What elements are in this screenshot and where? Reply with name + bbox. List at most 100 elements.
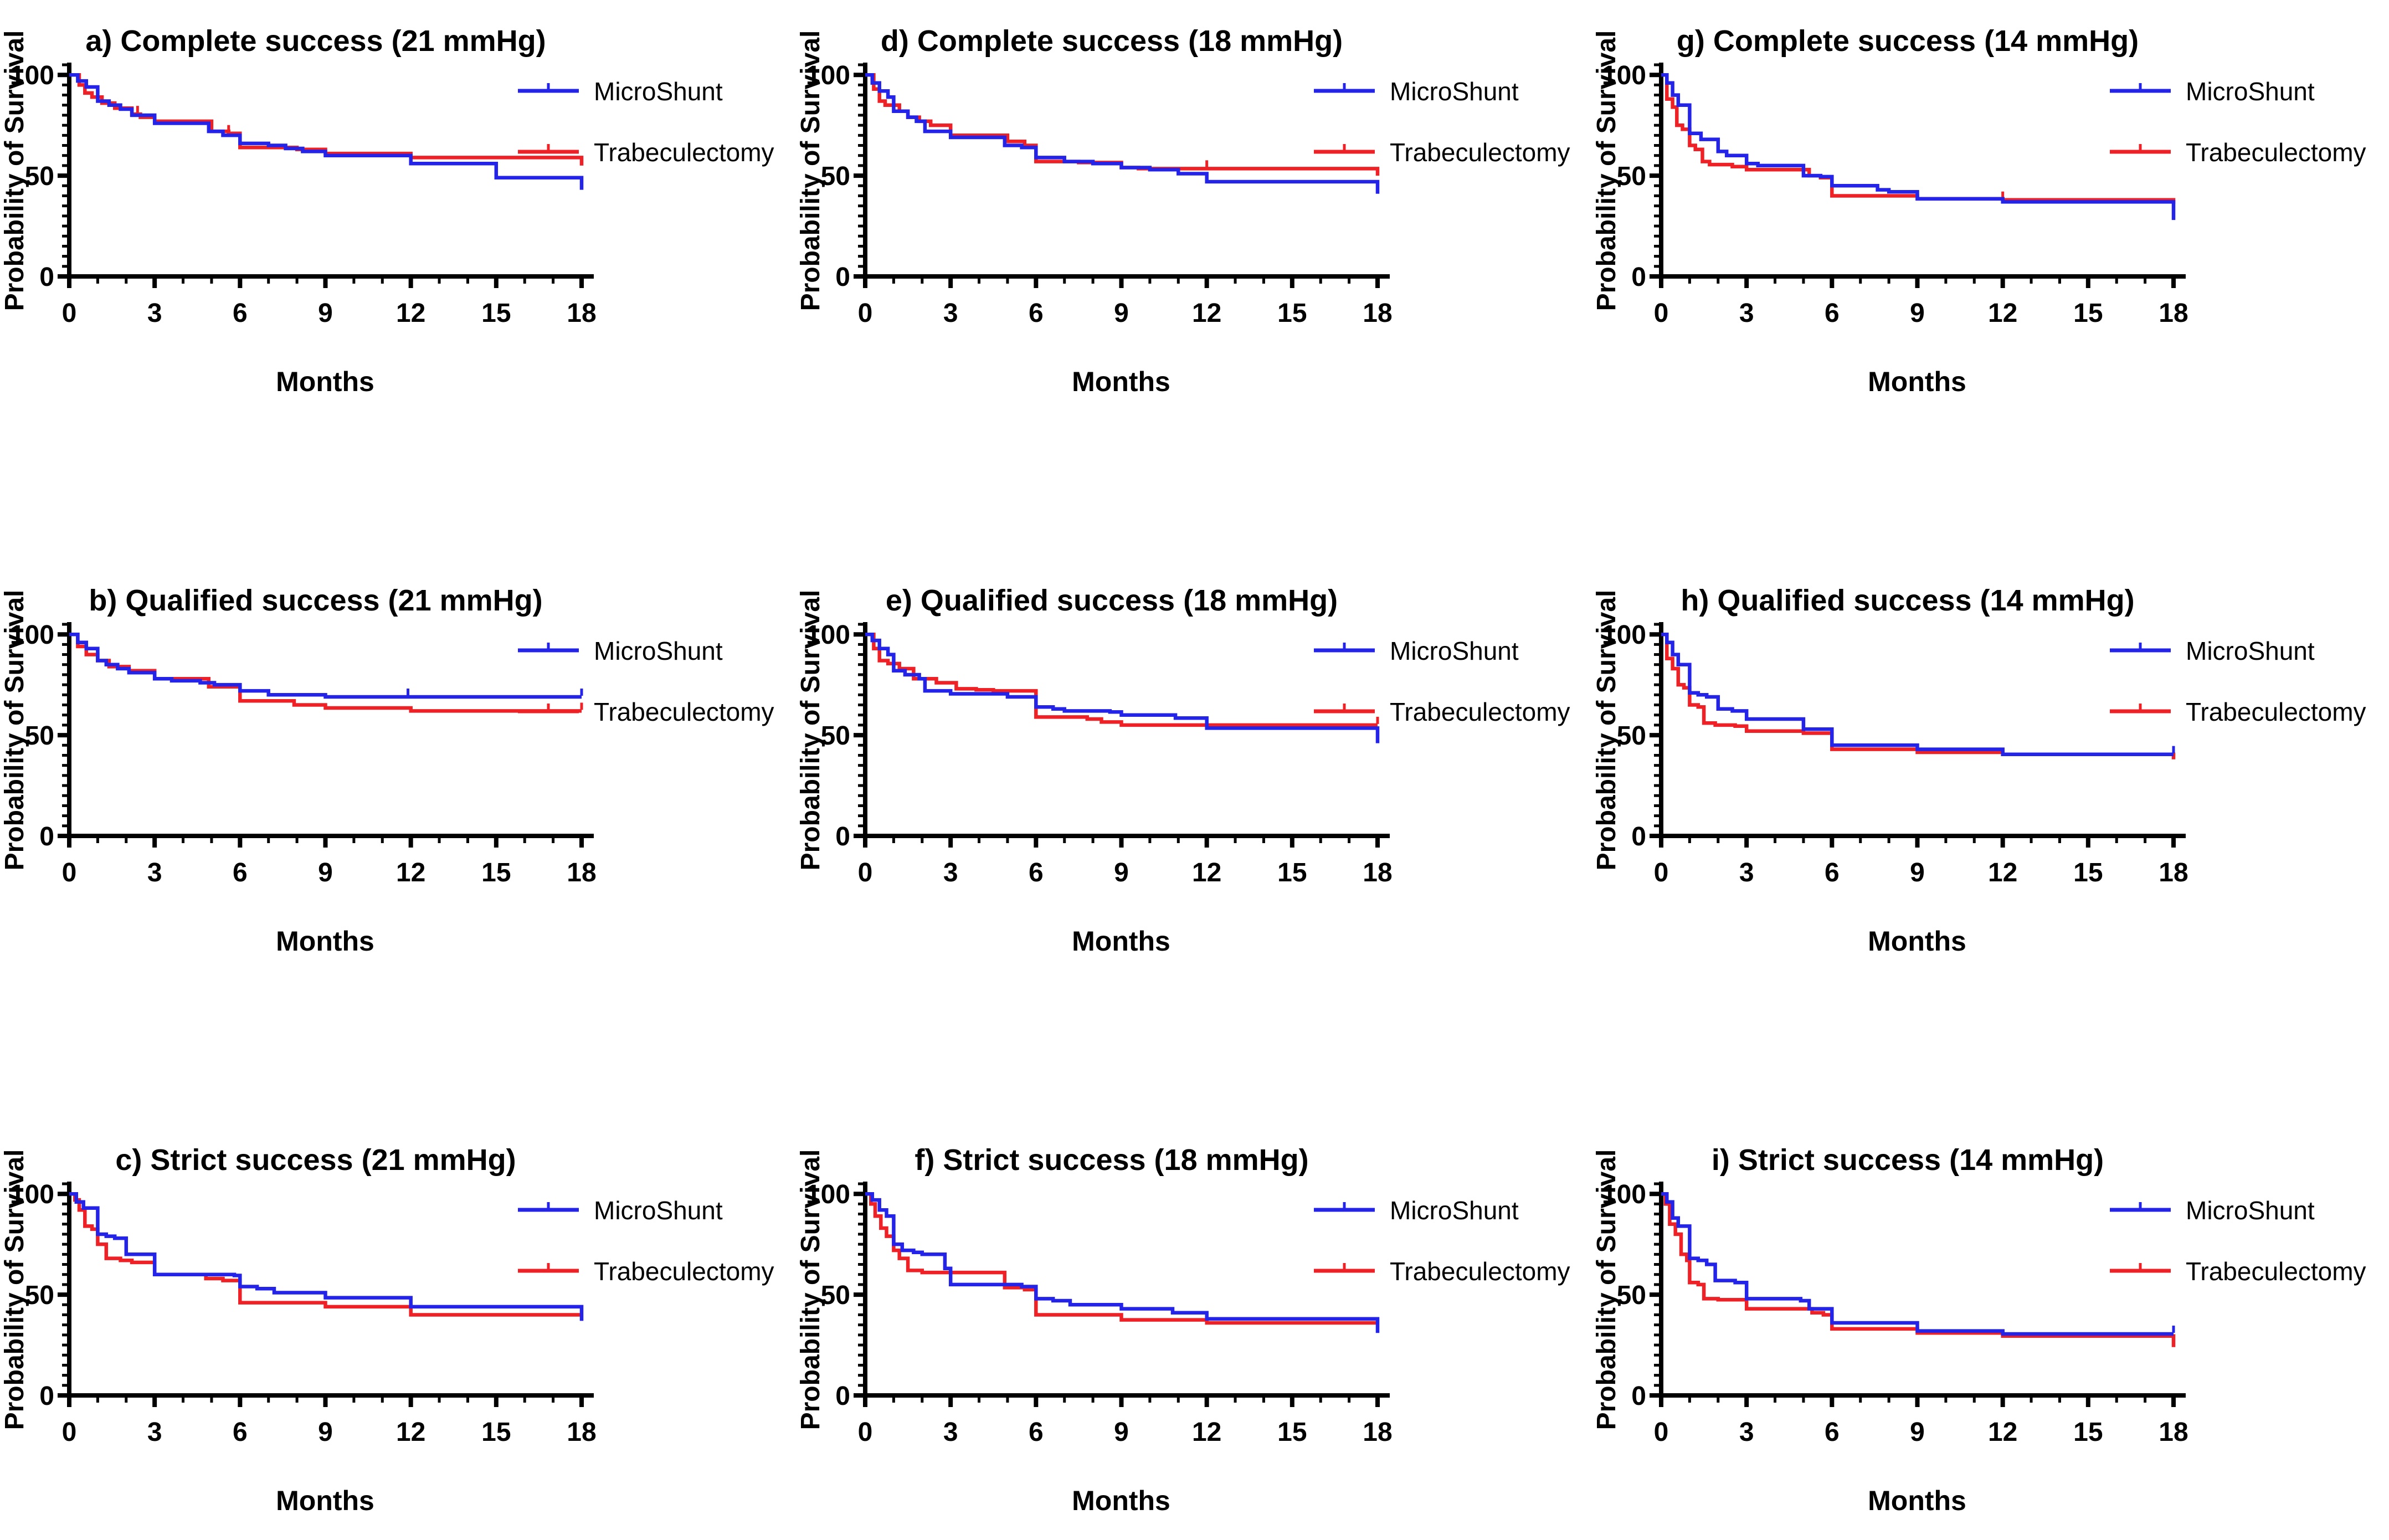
- panel-title: e) Qualified success (18 mmHg): [886, 584, 1338, 617]
- x-axis-label: Months: [1072, 366, 1170, 397]
- x-tick-label: 9: [1114, 299, 1129, 328]
- x-axis-label: Months: [1072, 926, 1170, 957]
- axes-frame: [67, 622, 594, 838]
- y-tick-label: 50: [821, 162, 850, 191]
- panel-d-complete-18: d) Complete success (18 mmHg) 0 50 100 0 3 6 9 1…: [796, 8, 1592, 404]
- legend-label: Trabeculectomy: [2186, 697, 2366, 726]
- panel-title: i) Strict success (14 mmHg): [1712, 1143, 2104, 1177]
- x-tick-label: 18: [567, 1418, 596, 1447]
- x-tick-label: 3: [1739, 858, 1754, 887]
- y-tick-label: 0: [1631, 822, 1646, 851]
- legend: MicroShunt Trabeculectomy: [2110, 1196, 2366, 1286]
- y-tick-label: 100: [10, 61, 54, 90]
- y-tick-label: 50: [1617, 162, 1646, 191]
- x-tick-label: 9: [1114, 858, 1129, 887]
- legend: MicroShunt Trabeculectomy: [518, 1196, 774, 1286]
- panel-c-strict-21: c) Strict success (21 mmHg) 0 50 100 0 3 6 9 12 1…: [0, 1127, 796, 1523]
- curve-microshunt: [69, 632, 582, 699]
- km-chart-g: g) Complete success (14 mmHg) 0 50 100 0 3 6 9 1…: [1592, 24, 2366, 397]
- x-tick-label: 12: [1988, 1418, 2017, 1447]
- panel-e-qualified-18: e) Qualified success (18 mmHg) 0 50 100 0 3 6 9…: [796, 567, 1592, 963]
- legend-item-trabeculectomy: Trabeculectomy: [1314, 1257, 1570, 1286]
- legend: MicroShunt Trabeculectomy: [1314, 1196, 1570, 1286]
- x-tick-label: 18: [567, 858, 596, 887]
- y-tick-labels: 0 50 100: [806, 1180, 850, 1411]
- y-tick-labels: 0 50 100: [806, 620, 850, 851]
- y-axis-label: Probability of Survival: [796, 1149, 825, 1430]
- legend: MicroShunt Trabeculectomy: [2110, 636, 2366, 726]
- curve-microshunt: [865, 73, 1380, 194]
- x-tick-label: 6: [1029, 858, 1044, 887]
- y-tick-label: 50: [1617, 1281, 1646, 1310]
- legend-item-trabeculectomy: Trabeculectomy: [2110, 697, 2366, 726]
- x-tick-label: 18: [1363, 1418, 1392, 1447]
- legend-label: MicroShunt: [594, 636, 723, 665]
- curve-trabeculectomy: [1661, 1192, 2176, 1347]
- legend: MicroShunt Trabeculectomy: [1314, 77, 1570, 167]
- y-tick-label: 50: [25, 1281, 54, 1310]
- km-chart-c: c) Strict success (21 mmHg) 0 50 100 0 3 6 9 12 1…: [0, 1143, 774, 1516]
- panel-b-qualified-21: b) Qualified success (21 mmHg) 0 50 100 0 3 6 9…: [0, 567, 796, 963]
- x-tick-label: 12: [1192, 1418, 1221, 1447]
- legend-label: Trabeculectomy: [2186, 138, 2366, 167]
- curve-microshunt: [1661, 632, 2174, 756]
- panel-f-strict-18: f) Strict success (18 mmHg) 0 50 100 0 3 6 9 12 1…: [796, 1127, 1592, 1523]
- x-tick-label: 12: [396, 858, 425, 887]
- x-tick-label: 15: [1277, 858, 1307, 887]
- y-tick-label: 50: [1617, 721, 1646, 751]
- y-tick-label: 100: [10, 620, 54, 650]
- axes-frame: [1659, 63, 2186, 279]
- y-tick-label: 100: [1602, 61, 1646, 90]
- x-tick-label: 0: [858, 858, 873, 887]
- y-axis-label: Probability of Survival: [1592, 30, 1621, 311]
- y-axis-label: Probability of Survival: [0, 30, 29, 311]
- x-tick-label: 12: [1988, 858, 2017, 887]
- y-tick-labels: 0 50 100: [10, 1180, 54, 1411]
- x-tick-label: 9: [318, 1418, 333, 1447]
- x-tick-label: 0: [62, 299, 77, 328]
- km-chart-e: e) Qualified success (18 mmHg) 0 50 100 0 3 6 9…: [796, 584, 1570, 957]
- x-axis-label: Months: [1072, 1485, 1170, 1516]
- legend: MicroShunt Trabeculectomy: [1314, 636, 1570, 726]
- y-tick-label: 100: [806, 1180, 850, 1209]
- km-chart-h: h) Qualified success (14 mmHg) 0 50 100 0 3 6 9…: [1592, 584, 2366, 957]
- x-tick-label: 9: [1910, 858, 1925, 887]
- legend-item-microshunt: MicroShunt: [2110, 636, 2315, 665]
- y-tick-label: 0: [39, 1382, 54, 1411]
- legend-item-microshunt: MicroShunt: [518, 1196, 723, 1225]
- x-tick-label: 15: [1277, 299, 1307, 328]
- x-tick-label: 6: [1825, 299, 1840, 328]
- x-tick-label: 6: [1825, 858, 1840, 887]
- x-tick-label: 3: [1739, 299, 1754, 328]
- x-tick-label: 9: [318, 299, 333, 328]
- y-tick-label: 100: [1602, 620, 1646, 650]
- curve-trabeculectomy: [865, 1192, 1378, 1325]
- legend-label: MicroShunt: [2186, 1196, 2315, 1225]
- panel-title: h) Qualified success (14 mmHg): [1681, 584, 2134, 617]
- axes-frame: [67, 63, 594, 279]
- panel-title: f) Strict success (18 mmHg): [915, 1143, 1308, 1177]
- x-tick-label: 6: [233, 1418, 248, 1447]
- y-tick-label: 0: [835, 822, 850, 851]
- x-tick-label: 15: [481, 858, 511, 887]
- x-axis-label: Months: [276, 366, 374, 397]
- legend-label: Trabeculectomy: [594, 697, 774, 726]
- x-tick-label: 0: [858, 299, 873, 328]
- x-tick-label: 0: [1654, 1418, 1669, 1447]
- x-tick-label: 3: [147, 299, 162, 328]
- x-tick-label: 3: [943, 299, 958, 328]
- x-tick-label: 3: [147, 1418, 162, 1447]
- km-chart-b: b) Qualified success (21 mmHg) 0 50 100 0 3 6 9…: [0, 584, 774, 957]
- legend-item-microshunt: MicroShunt: [518, 636, 723, 665]
- km-chart-a: a) Complete success (21 mmHg) 0 50 100 0 3 6 9 1…: [0, 24, 774, 397]
- x-tick-labels: 0 3 6 9 12 15 18: [62, 299, 597, 328]
- axes-frame: [863, 1182, 1390, 1398]
- legend-item-microshunt: MicroShunt: [518, 77, 723, 106]
- legend-item-microshunt: MicroShunt: [2110, 77, 2315, 106]
- x-tick-label: 15: [481, 1418, 511, 1447]
- legend-label: Trabeculectomy: [594, 138, 774, 167]
- x-tick-labels: 0 3 6 9 12 15 18: [858, 1418, 1393, 1447]
- legend-label: MicroShunt: [594, 1196, 723, 1225]
- x-tick-label: 12: [1192, 858, 1221, 887]
- x-tick-label: 3: [147, 858, 162, 887]
